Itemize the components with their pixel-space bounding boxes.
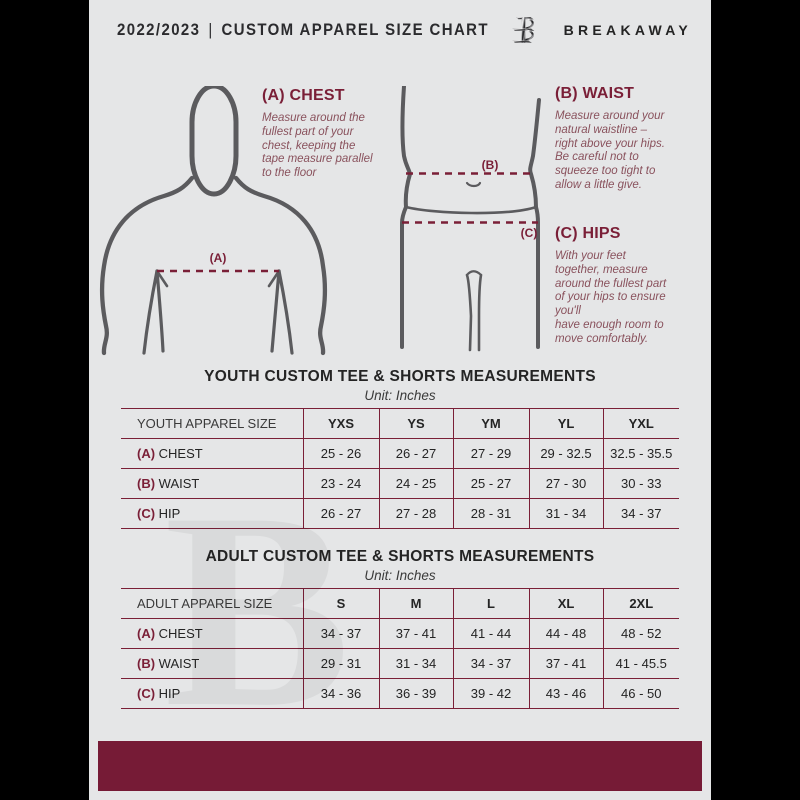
svg-text:(C): (C) bbox=[521, 226, 538, 240]
svg-text:(A): (A) bbox=[210, 251, 227, 265]
svg-text:(B): (B) bbox=[482, 158, 499, 172]
